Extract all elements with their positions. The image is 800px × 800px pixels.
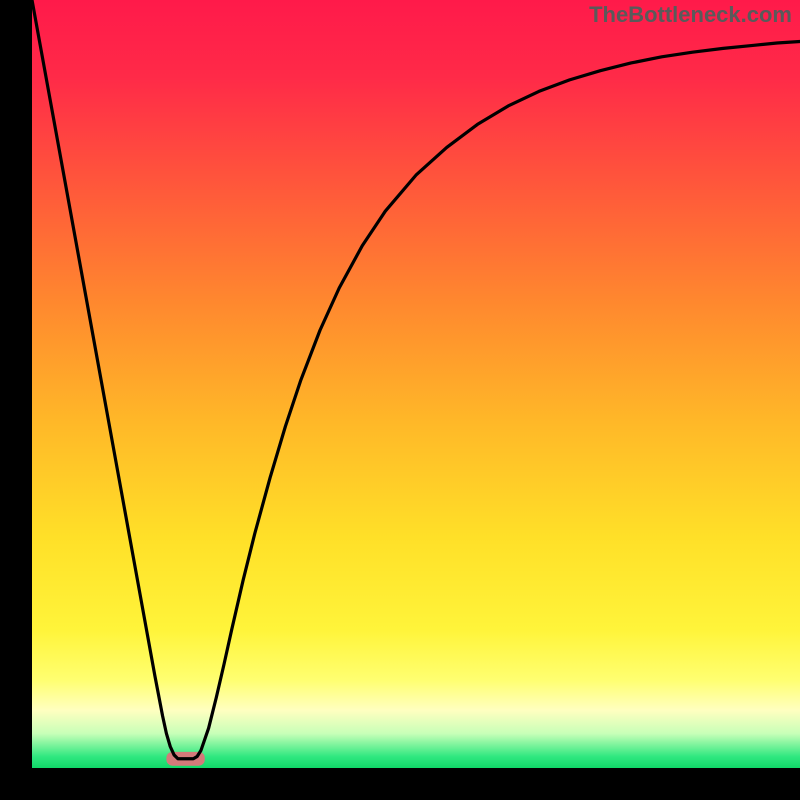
bottleneck-chart (0, 0, 800, 800)
chart-container: TheBottleneck.com (0, 0, 800, 800)
watermark-text: TheBottleneck.com (589, 2, 792, 28)
plot-area (32, 0, 800, 768)
